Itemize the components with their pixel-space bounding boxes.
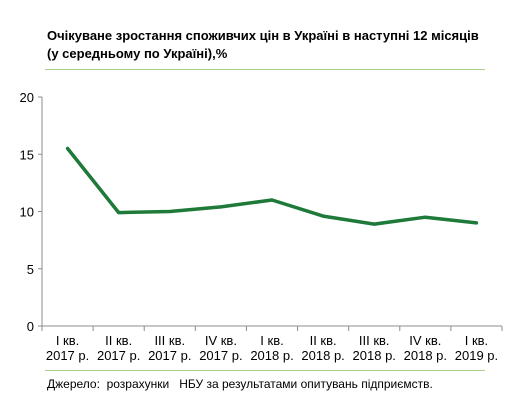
- data-point: [168, 210, 172, 213]
- x-tick-label: 2017 р.: [46, 348, 89, 363]
- x-tick-label: I кв.: [56, 333, 79, 348]
- y-tick-label: 0: [27, 319, 34, 334]
- source-note: Джерело: розрахунки НБУ за результатами …: [47, 377, 433, 391]
- y-tick-label: 5: [27, 262, 34, 277]
- x-tick-label: 2018 р.: [250, 348, 293, 363]
- x-tick-label: III кв.: [154, 333, 185, 348]
- x-tick-label: II кв.: [310, 333, 337, 348]
- x-tick-label: 2018 р.: [404, 348, 447, 363]
- series-layer: [65, 146, 479, 226]
- y-axis: 0 5 10 15 20: [20, 90, 43, 334]
- x-tick-label: 2019 р.: [455, 348, 498, 363]
- footer-divider: [45, 370, 485, 371]
- data-point: [372, 222, 376, 226]
- data-point: [423, 215, 427, 219]
- x-tick-label: IV кв.: [409, 333, 441, 348]
- x-tick-label: III кв.: [359, 333, 390, 348]
- x-tick-label: I кв.: [260, 333, 283, 348]
- data-point: [219, 205, 223, 209]
- data-point: [117, 211, 121, 215]
- data-point: [321, 214, 325, 218]
- title-divider: [45, 69, 485, 70]
- x-tick-label: II кв.: [105, 333, 132, 348]
- chart-title: Очікуване зростання споживчих цін в Укра…: [47, 28, 479, 61]
- x-tick-label: 2018 р.: [353, 348, 396, 363]
- y-tick-label: 15: [20, 147, 34, 162]
- y-tick-label: 20: [20, 90, 34, 105]
- y-tick-label: 10: [20, 205, 34, 220]
- data-point: [270, 198, 274, 202]
- x-tick-label: I кв.: [465, 333, 488, 348]
- data-point: [66, 147, 70, 151]
- x-tick-label: 2017 р.: [97, 348, 140, 363]
- x-tick-label: 2018 р.: [301, 348, 344, 363]
- x-axis: I кв.2017 р.II кв.2017 р.III кв.2017 р.I…: [41, 325, 503, 363]
- data-point: [474, 221, 478, 225]
- series-line: [65, 146, 479, 226]
- x-tick-label: 2017 р.: [199, 348, 242, 363]
- x-tick-label: 2017 р.: [148, 348, 191, 363]
- x-tick-label: IV кв.: [205, 333, 237, 348]
